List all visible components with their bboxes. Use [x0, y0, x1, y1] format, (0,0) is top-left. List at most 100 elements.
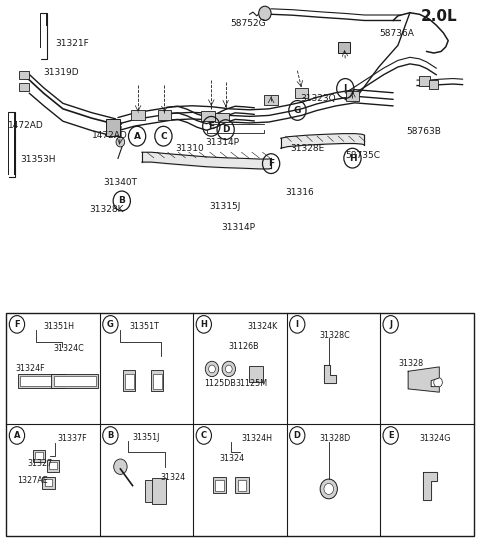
- Text: 31315J: 31315J: [209, 202, 240, 211]
- Text: 58736A: 58736A: [379, 29, 414, 38]
- Text: 31328K: 31328K: [89, 205, 124, 213]
- Bar: [42, 477, 55, 489]
- Text: G: G: [107, 320, 114, 329]
- Bar: [420, 76, 430, 86]
- Bar: [18, 374, 64, 388]
- Bar: [235, 477, 249, 493]
- Text: 31324: 31324: [219, 454, 245, 464]
- Text: E: E: [388, 431, 394, 440]
- Bar: [151, 370, 163, 391]
- Bar: [49, 463, 57, 470]
- Bar: [153, 373, 162, 389]
- Text: 31324C: 31324C: [53, 344, 84, 354]
- Bar: [429, 80, 438, 89]
- Bar: [19, 71, 29, 79]
- Bar: [264, 95, 278, 105]
- Bar: [295, 89, 308, 98]
- Text: 31321F: 31321F: [56, 39, 89, 48]
- Text: 31324H: 31324H: [242, 434, 273, 443]
- Bar: [144, 480, 159, 502]
- Bar: [215, 113, 228, 123]
- Text: 31328D: 31328D: [319, 434, 351, 443]
- Bar: [36, 452, 43, 459]
- Text: 1472AD: 1472AD: [8, 122, 44, 130]
- Text: I: I: [296, 320, 299, 329]
- Text: F: F: [268, 159, 274, 168]
- Text: 31314P: 31314P: [221, 223, 255, 232]
- Text: 31324F: 31324F: [16, 365, 46, 373]
- Bar: [47, 460, 60, 472]
- Bar: [6, 314, 474, 536]
- Text: B: B: [107, 431, 114, 440]
- Circle shape: [114, 459, 127, 475]
- Bar: [249, 366, 263, 382]
- Text: I: I: [344, 84, 347, 93]
- Text: C: C: [160, 131, 167, 141]
- Text: H: H: [200, 320, 207, 329]
- Bar: [132, 110, 145, 120]
- Bar: [125, 373, 134, 389]
- Text: A: A: [14, 431, 20, 440]
- Polygon shape: [324, 365, 336, 383]
- Text: D: D: [222, 125, 229, 134]
- Bar: [157, 110, 171, 120]
- Text: 2.0L: 2.0L: [420, 9, 457, 24]
- Text: 31353H: 31353H: [20, 155, 55, 164]
- Text: 31340T: 31340T: [104, 178, 138, 188]
- Text: 31337F: 31337F: [58, 434, 87, 443]
- Text: J: J: [389, 320, 392, 329]
- Circle shape: [259, 6, 271, 20]
- Bar: [346, 91, 359, 101]
- Text: 31310: 31310: [175, 144, 204, 153]
- Text: D: D: [294, 431, 301, 440]
- Text: 31328C: 31328C: [319, 331, 350, 340]
- Text: 31324G: 31324G: [420, 434, 451, 443]
- Circle shape: [209, 365, 216, 373]
- Text: G: G: [294, 106, 301, 115]
- Circle shape: [116, 137, 125, 147]
- Bar: [152, 478, 166, 504]
- Text: 31327: 31327: [27, 459, 52, 468]
- Text: 31319D: 31319D: [44, 68, 79, 76]
- Bar: [19, 83, 29, 91]
- Circle shape: [324, 483, 334, 494]
- Bar: [213, 477, 226, 493]
- Text: 1125DB: 1125DB: [204, 379, 236, 388]
- Text: 31351H: 31351H: [44, 322, 75, 331]
- Circle shape: [222, 361, 236, 377]
- Text: 31351J: 31351J: [132, 433, 160, 442]
- Polygon shape: [408, 367, 439, 392]
- Bar: [106, 119, 120, 136]
- Bar: [54, 376, 96, 386]
- Bar: [338, 42, 350, 53]
- Circle shape: [434, 377, 443, 387]
- Bar: [20, 376, 62, 386]
- Bar: [238, 480, 246, 491]
- Bar: [33, 450, 45, 462]
- Text: 1472AD: 1472AD: [92, 130, 127, 140]
- Text: 31328: 31328: [399, 359, 424, 368]
- Bar: [123, 370, 135, 391]
- Text: 31351T: 31351T: [130, 322, 160, 331]
- Text: 31324: 31324: [161, 474, 186, 482]
- Polygon shape: [423, 472, 437, 500]
- Text: 31126B: 31126B: [229, 342, 259, 351]
- Text: 31323Q: 31323Q: [300, 94, 336, 103]
- Text: E: E: [208, 122, 215, 131]
- Text: 1327AE: 1327AE: [18, 476, 48, 485]
- Bar: [215, 480, 224, 491]
- Text: H: H: [348, 153, 356, 163]
- Text: B: B: [119, 196, 125, 206]
- Circle shape: [205, 361, 219, 377]
- Text: 31125M: 31125M: [235, 379, 267, 388]
- Text: 31314P: 31314P: [205, 138, 240, 147]
- Text: 58752G: 58752G: [230, 19, 266, 28]
- Text: 31328E: 31328E: [290, 144, 324, 153]
- Circle shape: [320, 479, 337, 499]
- Text: 31324K: 31324K: [248, 322, 278, 331]
- Text: 58763B: 58763B: [407, 126, 442, 136]
- Bar: [45, 479, 52, 486]
- Bar: [201, 111, 215, 121]
- Text: F: F: [14, 320, 20, 329]
- Text: 58735C: 58735C: [345, 151, 380, 160]
